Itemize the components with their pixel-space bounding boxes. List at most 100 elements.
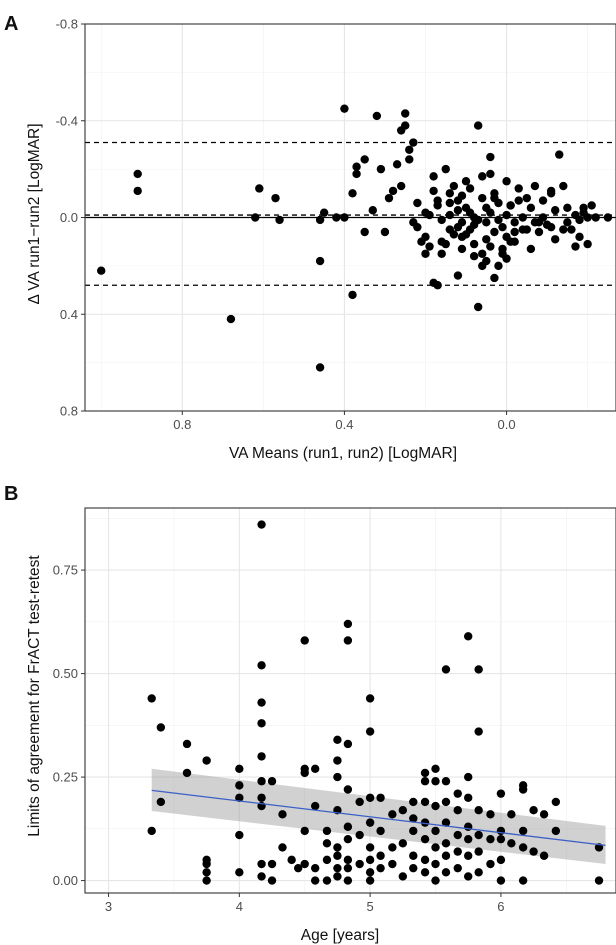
panel-b-data-point: [343, 619, 353, 629]
panel-b-data-point: [202, 868, 211, 877]
panel-b-data-point: [333, 872, 342, 881]
panel-a-data-point: [478, 172, 487, 181]
panel-b-data-point: [257, 793, 266, 802]
panel-a-data-point: [271, 193, 280, 203]
panel-a-data-point: [360, 227, 369, 237]
panel-a-data-point: [441, 164, 450, 174]
panel-b-data-point: [496, 834, 506, 844]
panel-b-data-point: [431, 876, 440, 885]
panel-a-data-point: [546, 222, 556, 232]
panel-b-data-point: [431, 859, 440, 869]
panel-a-data-point: [490, 189, 499, 198]
panel-a-data-point: [441, 239, 450, 249]
panel-b-data-point: [355, 859, 364, 869]
panel-b-data-point: [287, 855, 296, 865]
panel-b-xlabel: Age [years]: [301, 927, 379, 944]
panel-b-data-point: [343, 876, 353, 885]
panel-a-data-point: [457, 218, 467, 227]
panel-b-data-point: [365, 694, 375, 703]
panel-b-data-point: [453, 806, 462, 815]
panel-b-data-point: [267, 777, 277, 786]
panel-b-data-point: [202, 876, 211, 885]
panel-a-data-point: [453, 271, 463, 280]
panel-letter-a: A: [4, 13, 18, 35]
panel-b-data-point: [474, 847, 483, 856]
panel-a-data-point: [465, 225, 475, 234]
panel-b-data-point: [409, 851, 418, 860]
panel-b-data-point: [343, 855, 353, 865]
panel-b-data-point: [496, 876, 506, 885]
panel-a-data-point: [587, 201, 596, 210]
panel-b-data-point: [343, 636, 353, 645]
panel-a-data-point: [498, 244, 507, 254]
panel-b-data-point: [333, 843, 342, 852]
panel-b-data-point: [322, 876, 332, 885]
panel-a-data-point: [469, 252, 479, 261]
panel-b-data-point: [310, 876, 320, 885]
panel-b-data-point: [518, 843, 528, 852]
panel-b-data-point: [376, 851, 385, 860]
panel-b-data-point: [202, 756, 211, 765]
panel-a-data-point: [372, 111, 382, 121]
panel-a-data-point: [486, 152, 495, 162]
panel-b-data-point: [464, 851, 473, 860]
panel-b-data-point: [441, 797, 451, 807]
panel-b-data-point: [474, 665, 483, 674]
panel-a-data-point: [502, 177, 511, 186]
panel-b-data-point: [464, 632, 473, 641]
panel-b-data-point: [441, 818, 451, 827]
panel-a-data-point: [340, 104, 349, 113]
panel-b-data-point: [310, 801, 320, 811]
panel-a-ytick-label: 0.8: [60, 404, 78, 419]
panel-a-data-point: [368, 206, 377, 215]
panel-b-data-point: [529, 847, 538, 856]
panel-b-data-point: [235, 868, 244, 877]
panel-a-data-point: [457, 232, 467, 242]
panel-a-data-point: [534, 227, 544, 237]
panel-b-data-point: [293, 863, 303, 873]
panel-b-data-point: [365, 868, 375, 877]
panel-b-data-point: [431, 843, 440, 852]
panel-b-data-point: [496, 855, 506, 865]
panel-a-data-point: [449, 181, 459, 191]
panel-a-data-point: [563, 218, 572, 227]
panel-a-data-point: [392, 160, 402, 169]
panel-b-data-point: [474, 830, 483, 840]
panel-b-data-point: [441, 665, 451, 674]
panel-a-data-point: [449, 230, 459, 239]
panel-b-data-point: [376, 826, 385, 836]
panel-a-xlabel: VA Means (run1, run2) [LogMAR]: [229, 445, 457, 462]
panel-b-data-point: [343, 863, 353, 873]
panel-b-data-point: [388, 810, 397, 819]
panel-b-data-point: [333, 851, 342, 860]
panel-b-data-point: [431, 764, 440, 774]
panel-b-data-point: [409, 814, 418, 823]
panel-b-confidence-band: [151, 768, 606, 865]
panel-b-data-point: [202, 859, 211, 869]
panel-a-data-point: [413, 198, 422, 208]
panel-b-xtick-label: 5: [367, 899, 374, 914]
panel-a-data-point: [97, 266, 106, 275]
panel-b-data-point: [343, 822, 353, 831]
panel-a-ylabel: Δ VA run1−run2 [LogMAR]: [26, 123, 43, 304]
panel-a-ytick-label: 0.0: [60, 210, 78, 225]
panel-b-data-point: [365, 818, 375, 827]
panel-b-data-point: [420, 834, 430, 844]
panel-b-data-point: [376, 793, 385, 802]
panel-b-data-point: [235, 793, 244, 802]
panel-a-data-point: [133, 169, 142, 179]
panel-a-data-point: [388, 186, 398, 196]
panel-b-data-point: [409, 826, 418, 836]
panel-a-data-point: [405, 155, 414, 164]
panel-b-data-point: [300, 636, 309, 645]
panel-b-data-point: [333, 735, 342, 745]
panel-b-data-point: [388, 859, 397, 869]
panel-a-data-point: [465, 184, 475, 193]
panel-a-data-point: [490, 273, 499, 283]
panel-b-data-point: [420, 855, 430, 865]
panel-a-ytick-label: 0.4: [60, 307, 78, 322]
panel-b-data-point: [474, 727, 483, 736]
panel-a-data-point: [510, 237, 519, 246]
panel-b-data-point: [147, 694, 156, 703]
panel-b-data-point: [486, 810, 495, 819]
